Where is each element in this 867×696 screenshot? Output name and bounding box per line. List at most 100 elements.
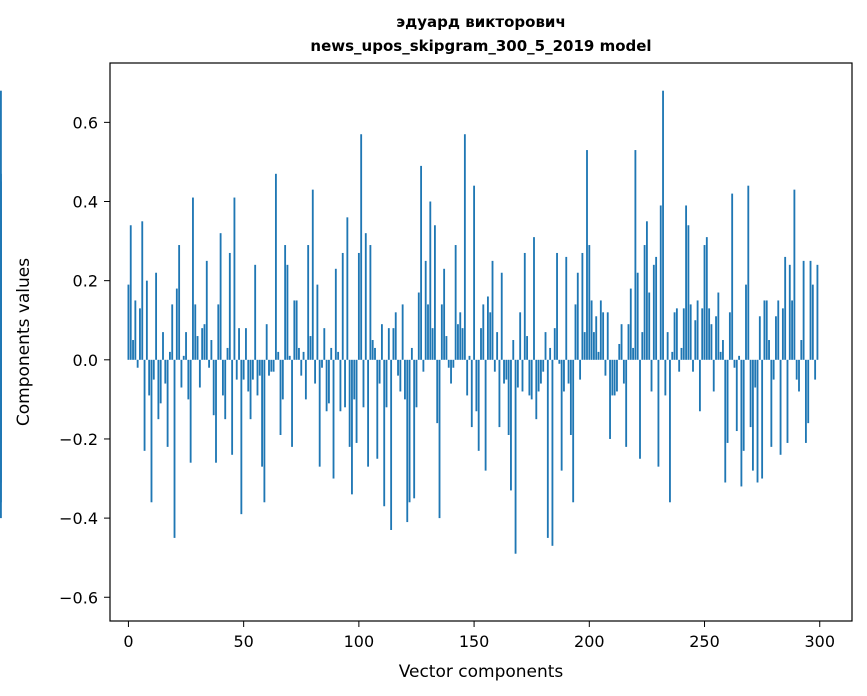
x-axis-label: Vector components	[399, 662, 564, 682]
bar	[447, 359, 450, 368]
bar	[194, 304, 197, 360]
bar	[228, 252, 231, 360]
bar	[625, 359, 628, 447]
bar	[473, 185, 476, 360]
bar	[385, 359, 388, 408]
bar	[696, 300, 699, 360]
bar	[507, 359, 510, 435]
bar	[514, 359, 517, 554]
bar	[422, 359, 425, 372]
bar	[726, 359, 729, 443]
bar	[141, 221, 144, 360]
bar	[242, 359, 245, 380]
bar	[560, 359, 563, 471]
bar	[537, 359, 540, 392]
bar	[539, 359, 542, 384]
bar	[516, 359, 519, 388]
bar	[754, 359, 757, 388]
bar	[528, 359, 531, 396]
bar	[689, 304, 692, 360]
bar	[413, 359, 416, 499]
bar	[302, 351, 305, 360]
bar	[563, 359, 565, 392]
bar	[807, 359, 810, 424]
bar	[240, 359, 243, 515]
bar	[410, 347, 413, 360]
chart-title-line2: news_upos_skipgram_300_5_2019 model	[310, 37, 651, 55]
bar	[793, 189, 796, 360]
bar	[424, 260, 427, 360]
bar	[397, 359, 399, 376]
bar	[722, 340, 724, 360]
bar	[742, 359, 745, 451]
bar	[639, 359, 641, 459]
bar	[549, 347, 552, 360]
bar	[380, 324, 383, 360]
bar	[157, 359, 160, 420]
bar	[622, 359, 625, 384]
bar	[408, 359, 411, 503]
bar	[136, 359, 139, 368]
x-tick-label: 0	[123, 632, 133, 651]
bar	[496, 332, 499, 360]
bar	[233, 197, 236, 360]
bar	[648, 292, 651, 360]
bar	[590, 300, 593, 360]
bar	[546, 359, 549, 538]
bar	[498, 359, 501, 428]
bar	[666, 332, 669, 360]
bar	[210, 340, 213, 360]
bar	[427, 304, 429, 360]
bar	[390, 359, 393, 530]
bar	[378, 359, 381, 384]
bar	[749, 359, 752, 428]
bar	[604, 359, 607, 376]
y-tick-label: 0.6	[73, 113, 98, 132]
bar	[164, 359, 167, 384]
bar	[399, 359, 402, 392]
bar	[811, 284, 814, 360]
bar	[440, 304, 443, 360]
bar	[719, 351, 722, 360]
x-tick-label: 100	[344, 632, 375, 651]
bar	[159, 359, 162, 404]
bar	[463, 134, 466, 360]
bar	[510, 359, 512, 491]
bar	[786, 359, 789, 443]
bar	[173, 359, 176, 538]
bar	[781, 308, 784, 360]
bar	[443, 268, 446, 360]
bar	[337, 351, 340, 360]
bar	[489, 312, 492, 360]
bar	[189, 359, 192, 463]
bar	[360, 134, 363, 360]
bar	[298, 347, 300, 360]
bar	[544, 332, 547, 360]
bar	[295, 300, 298, 360]
x-tick-label: 50	[233, 632, 253, 651]
bar	[779, 359, 782, 455]
bar	[470, 359, 473, 428]
bar	[387, 328, 390, 360]
bar	[139, 308, 141, 360]
bar	[351, 359, 353, 495]
bar	[484, 359, 487, 471]
bar	[251, 359, 254, 380]
bar	[717, 292, 720, 360]
bar	[316, 284, 319, 360]
bar	[348, 359, 351, 447]
bar	[450, 359, 452, 384]
bar	[814, 359, 817, 380]
bar	[772, 359, 775, 380]
bar	[148, 359, 151, 396]
bar	[687, 225, 690, 360]
bar	[433, 225, 436, 360]
bar	[712, 359, 715, 392]
bar	[162, 332, 164, 360]
bar	[784, 256, 787, 360]
bar	[477, 359, 480, 451]
bar	[627, 324, 630, 360]
bar	[245, 328, 247, 360]
bar	[475, 359, 478, 412]
bar	[367, 359, 370, 467]
